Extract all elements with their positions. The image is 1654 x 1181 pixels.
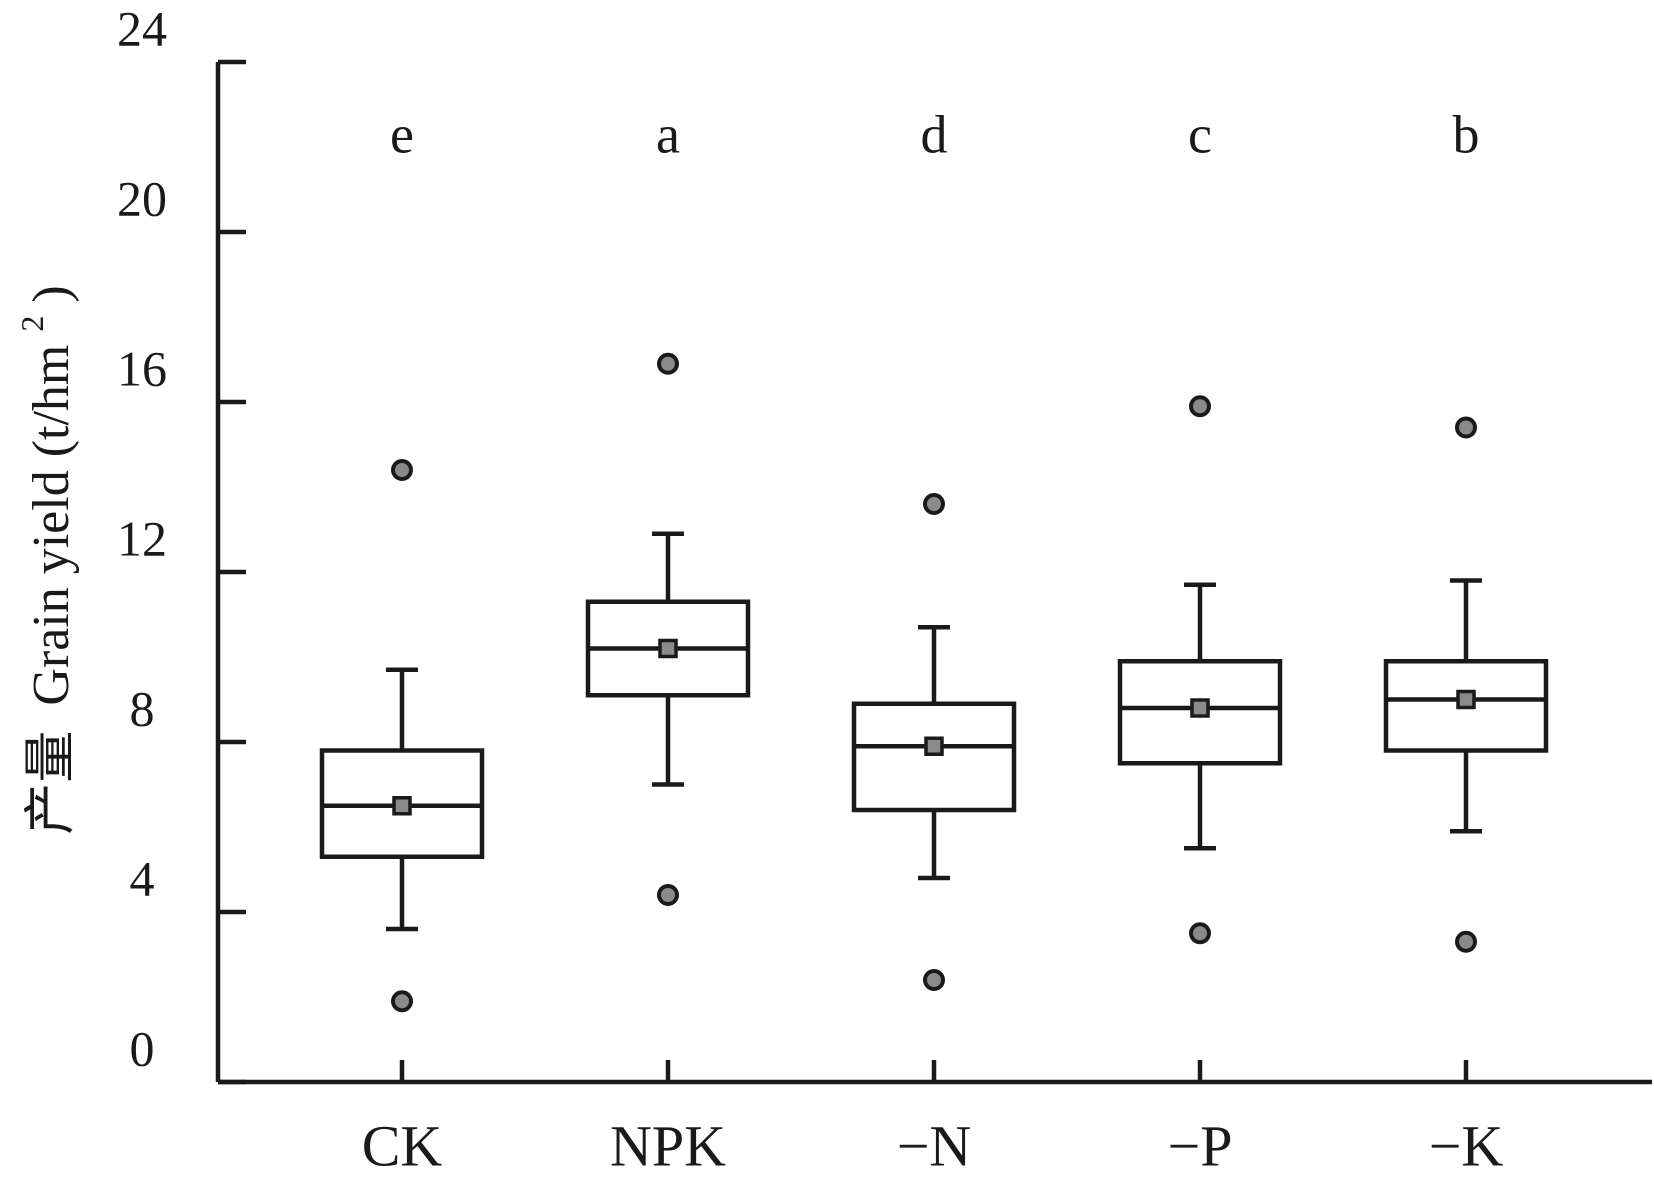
significance-letter: a <box>656 104 680 164</box>
mean-marker <box>392 796 412 816</box>
y-axis-label: 产量 Grain yield (t/hm 2 ) <box>3 285 80 834</box>
y-axis-label-close: ) <box>23 285 80 302</box>
x-ticks: CK NPK −N −P −K <box>362 1060 1504 1178</box>
outlier-point <box>657 352 679 375</box>
box-group <box>851 493 1017 991</box>
x-tick-label: −P <box>1168 1113 1233 1178</box>
y-tick-label: 8 <box>130 680 155 736</box>
y-tick-label: 16 <box>117 340 167 396</box>
mean-marker <box>1190 698 1210 718</box>
outlier-point <box>1189 922 1211 945</box>
box-group <box>319 459 485 1013</box>
significance-letter: c <box>1188 104 1212 164</box>
y-tick-label: 4 <box>130 850 155 906</box>
x-tick-label: NPK <box>610 1113 726 1178</box>
box-group <box>585 352 751 906</box>
x-tick-label: −K <box>1429 1113 1504 1178</box>
outlier-point <box>657 884 679 906</box>
box-iqr <box>851 701 1017 813</box>
box-group <box>1383 416 1549 953</box>
x-tick-label: CK <box>362 1113 443 1178</box>
significance-letter: d <box>921 104 948 164</box>
mean-marker <box>1456 689 1476 710</box>
significance-letter: e <box>390 104 414 164</box>
y-axis-label-en: Grain yield (t/hm <box>23 345 80 706</box>
mean-marker <box>658 638 678 659</box>
outlier-point <box>1455 930 1477 953</box>
x-tick-label: −N <box>897 1113 972 1178</box>
y-ticks: 0 4 8 12 16 20 24 <box>117 0 246 1085</box>
y-axis-label-cn: 产量 <box>23 731 80 835</box>
y-tick-label: 12 <box>117 510 167 566</box>
outlier-point <box>1189 395 1211 418</box>
outlier-point <box>923 493 945 515</box>
outlier-point <box>1455 416 1477 439</box>
axes <box>215 62 1652 1085</box>
outlier-point <box>923 969 945 991</box>
mean-marker <box>924 736 944 756</box>
box-group <box>1117 395 1283 945</box>
y-tick-label: 0 <box>130 1020 155 1076</box>
significance-letter: b <box>1453 104 1480 164</box>
y-tick-label: 20 <box>117 170 167 226</box>
boxes <box>319 352 1549 1013</box>
y-tick-label: 24 <box>117 0 167 56</box>
outlier-point <box>391 990 413 1013</box>
y-axis-label-sup: 2 <box>14 316 50 332</box>
outlier-point <box>391 459 413 481</box>
